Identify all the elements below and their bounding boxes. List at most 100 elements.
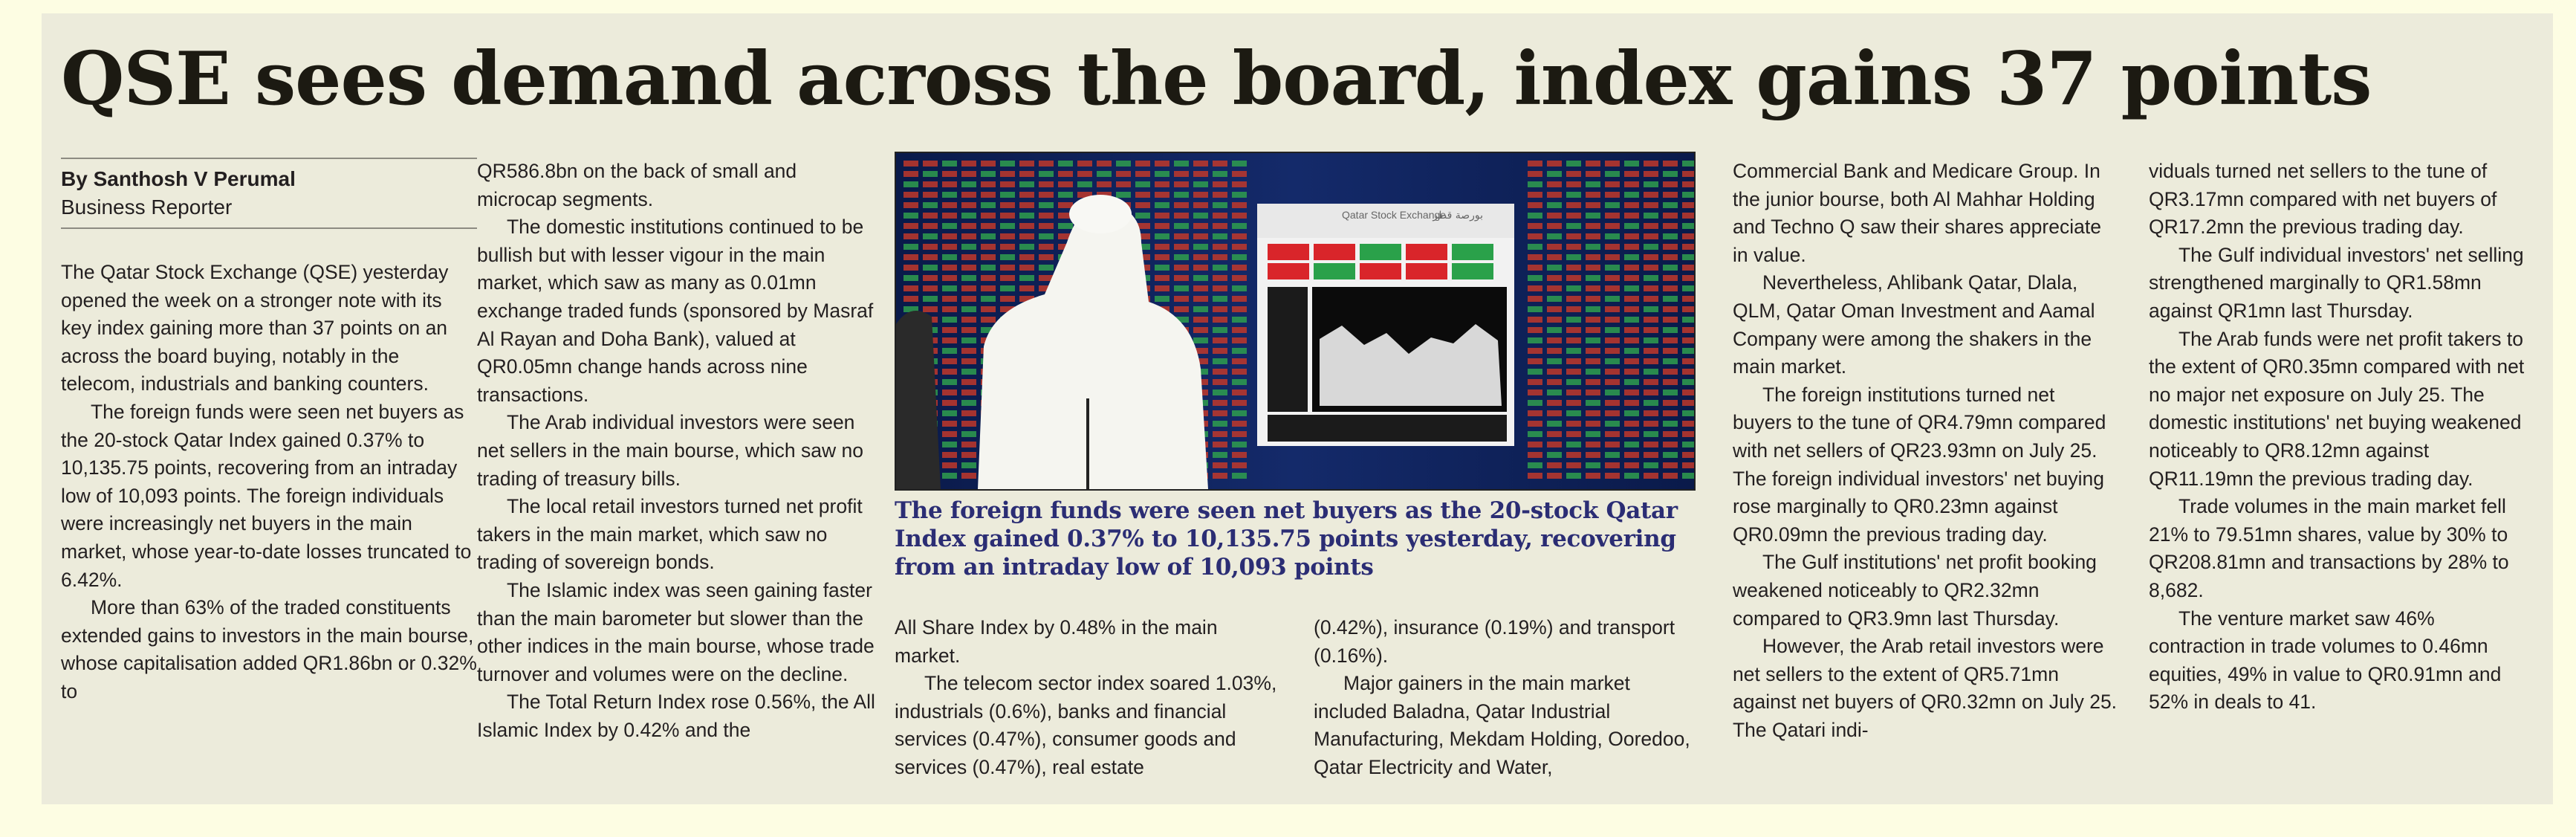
ticker-cell <box>1605 161 1620 167</box>
ticker-cell <box>1566 400 1581 406</box>
ticker-cell <box>903 161 918 167</box>
ticker-cell <box>1605 442 1620 447</box>
ticker-cell <box>1547 452 1562 458</box>
ticker-cell <box>1624 317 1639 323</box>
ticker-cell <box>942 452 957 458</box>
ticker-cell <box>1566 317 1581 323</box>
ticker-cell <box>1644 254 1658 260</box>
ticker-cell <box>1566 213 1581 219</box>
ticker-cell <box>1644 442 1658 447</box>
ticker-cell <box>1116 161 1131 167</box>
paragraph: The Arab funds were net profit takers to… <box>2149 327 2525 490</box>
ticker-cell <box>1547 296 1562 302</box>
ticker-cell <box>1058 192 1073 198</box>
ticker-cell <box>1213 223 1227 229</box>
ticker-cell <box>1624 348 1639 354</box>
ticker-cell <box>1644 223 1658 229</box>
ticker-cell <box>961 306 976 312</box>
ticker-cell <box>1155 213 1169 219</box>
ticker-cell <box>942 254 957 260</box>
ticker-cell <box>942 390 957 395</box>
ticker-cell <box>942 244 957 250</box>
ticker-cell <box>1605 421 1620 427</box>
ticker-cell <box>942 410 957 416</box>
ticker-cell <box>1193 181 1208 187</box>
ticker-cell <box>1213 358 1227 364</box>
ticker-cell <box>1213 296 1227 302</box>
ticker-cell <box>1213 348 1227 354</box>
ticker-cell <box>923 192 938 198</box>
ticker-cell <box>1528 223 1542 229</box>
ticker-cell <box>1547 306 1562 312</box>
ticker-cell <box>1624 233 1639 239</box>
ticker-cell <box>1682 421 1694 427</box>
ticker-cell <box>1232 171 1247 177</box>
ticker-cell <box>903 265 918 271</box>
ticker-cell <box>903 233 918 239</box>
ticker-cell <box>1193 171 1208 177</box>
ticker-cell <box>961 161 976 167</box>
ticker-cell <box>981 223 996 229</box>
ticker-cell <box>1586 223 1600 229</box>
ticker-cell <box>1039 223 1054 229</box>
ticker-cell <box>1232 421 1247 427</box>
ticker-cell <box>1528 390 1542 395</box>
ticker-cell <box>1663 358 1678 364</box>
ticker-cell <box>1605 223 1620 229</box>
ticker-cell <box>923 161 938 167</box>
ticker-cell <box>1547 390 1562 395</box>
ticker-cell <box>1682 161 1694 167</box>
ticker-cell <box>1682 379 1694 385</box>
ticker-cell <box>1232 327 1247 333</box>
ticker-cell <box>1019 233 1034 239</box>
ticker-cell <box>1547 202 1562 208</box>
ticker-cell <box>1155 254 1169 260</box>
ticker-cell <box>1547 161 1562 167</box>
ticker-cell <box>1116 181 1131 187</box>
ticker-cell <box>923 181 938 187</box>
ticker-cell <box>981 254 996 260</box>
ticker-cell <box>1682 285 1694 291</box>
ticker-cell <box>1566 161 1581 167</box>
ticker-cell <box>1077 171 1092 177</box>
article-column-4: (0.42%), insurance (0.19%) and transport… <box>1314 614 1700 782</box>
ticker-cell <box>1232 265 1247 271</box>
ticker-cell <box>1663 452 1678 458</box>
ticker-cell <box>1232 192 1247 198</box>
ticker-cell <box>1213 171 1227 177</box>
ticker-cell <box>1213 421 1227 427</box>
ticker-cell <box>1193 348 1208 354</box>
ticker-cell <box>1528 462 1542 468</box>
ticker-cell <box>1663 379 1678 385</box>
ticker-cell <box>961 379 976 385</box>
ticker-cell <box>1058 223 1073 229</box>
ticker-cell <box>981 181 996 187</box>
ticker-cell <box>1174 244 1189 250</box>
ticker-cell <box>1232 213 1247 219</box>
ticker-cell <box>1213 410 1227 416</box>
ticker-cell <box>1528 431 1542 437</box>
ticker-cell <box>1174 223 1189 229</box>
ticker-cell <box>1605 431 1620 437</box>
ticker-cell <box>1213 181 1227 187</box>
paragraph: viduals turned net sellers to the tune o… <box>2149 160 2497 239</box>
ticker-cell <box>961 442 976 447</box>
ticker-cell <box>981 171 996 177</box>
ticker-cell <box>981 327 996 333</box>
ticker-cell <box>1644 317 1658 323</box>
ticker-cell <box>923 171 938 177</box>
ticker-cell <box>1624 244 1639 250</box>
ticker-cell <box>1232 233 1247 239</box>
ticker-cell <box>1058 161 1073 167</box>
ticker-cell <box>1193 254 1208 260</box>
ticker-cell <box>1566 275 1581 281</box>
byline: By Santhosh V Perumal <box>61 167 296 190</box>
ticker-cell <box>1682 213 1694 219</box>
ticker-cell <box>1644 275 1658 281</box>
ticker-cell <box>1528 337 1542 343</box>
ticker-cell <box>1155 244 1169 250</box>
ticker-cell <box>1135 244 1150 250</box>
ticker-cell <box>1624 369 1639 375</box>
ticker-cell <box>961 213 976 219</box>
ticker-cell <box>961 192 976 198</box>
